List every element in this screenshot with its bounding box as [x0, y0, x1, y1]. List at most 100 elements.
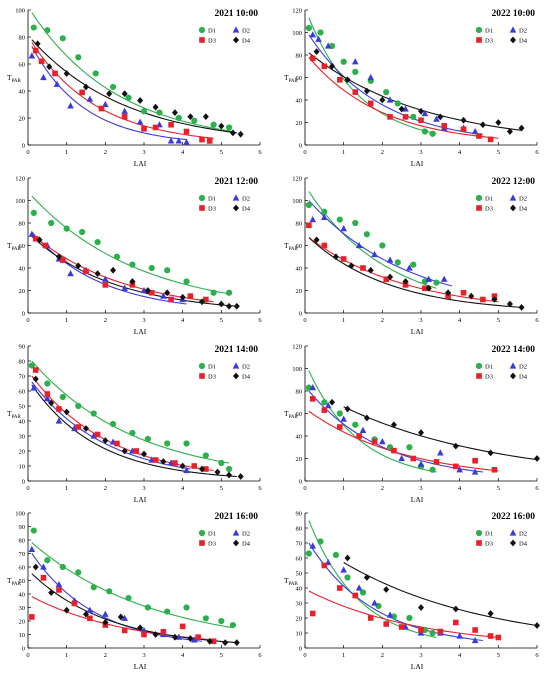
y-tick-label: 30: [19, 434, 26, 441]
legend-label-d2: D2: [519, 28, 527, 35]
data-point-d1: [75, 569, 82, 576]
data-point-d4: [106, 90, 113, 98]
x-tick-label: 6: [258, 485, 262, 492]
x-tick-label: 6: [258, 149, 262, 156]
legend-marker-d1: [475, 194, 483, 202]
x-tick-label: 5: [220, 485, 223, 492]
y-tick-label: 20: [296, 456, 303, 463]
fit-curve-d4: [31, 573, 237, 644]
data-point-d1: [48, 219, 55, 227]
data-point-d4: [187, 635, 194, 642]
x-tick-label: 1: [65, 317, 68, 324]
data-point-d3: [94, 431, 101, 438]
data-point-d2: [309, 384, 317, 391]
data-point-d3: [52, 70, 58, 77]
y-tick-label: 80: [19, 538, 26, 545]
data-point-d3: [371, 438, 378, 445]
data-point-d3: [44, 391, 51, 397]
data-point-d4: [452, 442, 459, 450]
chart-title: 2021 14:00: [214, 345, 258, 355]
x-tick-label: 2: [104, 652, 107, 659]
data-point-d4: [171, 633, 178, 641]
chart-panel: 0 10 20 30 40 50 60 70 80 90 0 1 2 3 4 5 6 LAI TPAR 2021 14…: [7, 344, 262, 505]
data-point-d3: [133, 448, 140, 454]
data-point-d1: [148, 264, 155, 272]
data-point-d2: [175, 633, 183, 640]
legend-label-d4: D4: [519, 206, 528, 213]
legend-label-d2: D2: [242, 531, 250, 538]
y-tick-label: 60: [19, 389, 26, 396]
data-point-d3: [168, 121, 174, 128]
x-axis-label: LAI: [411, 495, 424, 504]
data-point-d2: [102, 275, 109, 282]
data-point-d4: [460, 116, 467, 124]
data-point-d4: [32, 375, 39, 383]
data-point-d4: [222, 639, 229, 646]
legend-label-d4: D4: [519, 541, 528, 548]
legend-marker-d3: [199, 205, 205, 211]
x-tick-label: 0: [26, 652, 29, 659]
legend-marker-d1: [475, 362, 483, 370]
legend-marker-d3: [476, 37, 482, 43]
data-point-d4: [363, 574, 370, 581]
data-point-d4: [94, 270, 101, 278]
data-point-d3: [79, 89, 85, 96]
fit-curve-d4: [343, 562, 538, 627]
data-point-d4: [348, 262, 355, 270]
data-point-d3: [367, 615, 374, 621]
data-point-d4: [152, 631, 159, 638]
y-tick-label: 60: [296, 75, 303, 82]
fit-curve-d1: [308, 191, 437, 289]
chart-panel: 0 20 40 60 80 100 120 0 1 2 3 4 5 6 LAI TPAR 2022 14:00 D…: [284, 344, 540, 504]
y-axis-label: TPAR: [7, 576, 22, 587]
data-point-d4: [233, 639, 240, 646]
data-point-d2: [324, 402, 332, 409]
x-axis-label: LAI: [134, 662, 147, 671]
fit-curve-d4: [308, 52, 522, 131]
fit-curve-d4: [31, 384, 237, 478]
data-point-d4: [387, 273, 394, 281]
data-point-d2: [340, 566, 347, 573]
data-point-d1: [317, 538, 324, 545]
x-tick-label: 4: [458, 485, 462, 492]
legend-marker-d3: [476, 540, 482, 546]
data-point-d1: [429, 130, 436, 137]
y-tick-label: 80: [19, 359, 26, 366]
data-point-d2: [471, 468, 479, 475]
x-tick-label: 0: [303, 485, 306, 492]
data-point-d4: [36, 236, 43, 244]
legend-marker-d1: [198, 362, 206, 370]
data-point-d3: [309, 55, 316, 62]
data-point-d1: [352, 68, 359, 75]
data-point-d1: [352, 421, 359, 428]
fit-curve-d4: [308, 237, 522, 308]
legend-label-d1: D1: [208, 531, 216, 538]
data-point-d1: [30, 527, 37, 534]
y-tick-label: 50: [19, 578, 26, 585]
legend-label-d2: D2: [242, 196, 250, 203]
data-point-d1: [336, 410, 343, 417]
data-point-d4: [534, 455, 540, 462]
x-tick-label: 2: [104, 317, 107, 324]
data-point-d2: [28, 52, 36, 59]
data-point-d4: [398, 105, 405, 113]
data-point-d2: [86, 95, 94, 102]
fit-curve-d4: [31, 236, 237, 307]
data-point-d3: [32, 367, 39, 373]
x-tick-label: 1: [65, 652, 68, 659]
data-point-d1: [44, 27, 51, 34]
data-point-d4: [117, 613, 124, 621]
data-point-d1: [183, 604, 190, 611]
data-point-d3: [476, 133, 482, 139]
x-tick-label: 4: [181, 652, 185, 659]
legend-label-d3: D3: [485, 38, 493, 45]
y-tick-label: 80: [19, 221, 26, 228]
legend-marker-d1: [475, 529, 483, 537]
data-point-d2: [355, 584, 363, 591]
legend-marker-d4: [233, 204, 239, 212]
data-point-d4: [518, 124, 525, 132]
data-point-d1: [164, 440, 171, 447]
legend-marker-d4: [510, 539, 516, 547]
data-point-d1: [305, 24, 312, 32]
x-tick-label: 5: [497, 317, 500, 324]
